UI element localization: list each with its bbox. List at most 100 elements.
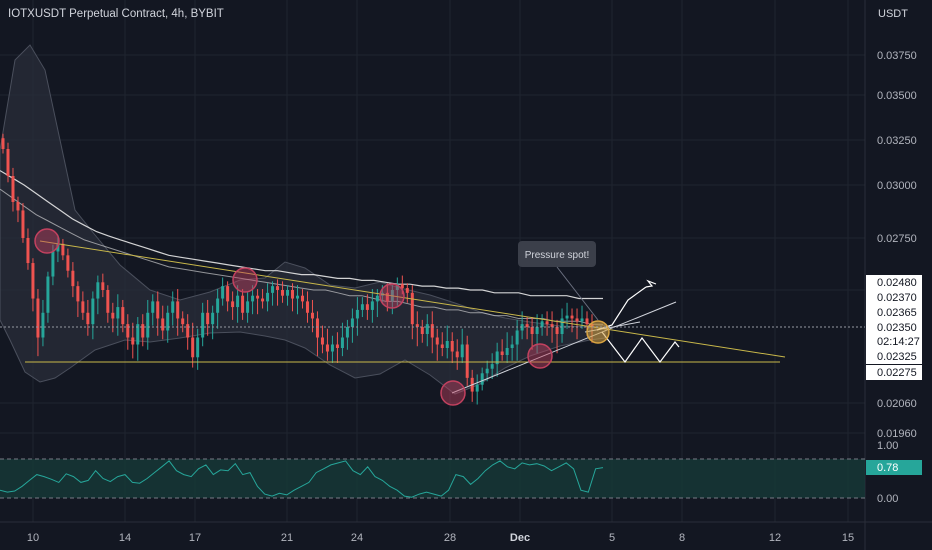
candle xyxy=(286,285,290,306)
candle xyxy=(495,342,499,377)
candle-body xyxy=(490,364,494,369)
candle xyxy=(475,374,479,405)
price-label: 0.02370 xyxy=(877,292,917,304)
candle-body xyxy=(206,312,210,325)
candle-body xyxy=(211,312,215,325)
candle xyxy=(415,311,419,347)
y-tick-label: 0.03750 xyxy=(877,50,917,62)
candle xyxy=(56,234,60,263)
candle-body xyxy=(495,351,499,365)
candle xyxy=(36,289,40,357)
candle-body xyxy=(286,290,290,296)
pressure-callout: Pressure spot! xyxy=(518,241,599,321)
candle-body xyxy=(480,373,484,385)
pressure-circle xyxy=(586,320,610,344)
candle-body xyxy=(151,301,155,313)
candle-body xyxy=(51,251,55,277)
candle-body xyxy=(216,298,220,313)
candle-body xyxy=(176,301,180,319)
candle xyxy=(21,203,25,243)
candle-body xyxy=(340,337,344,348)
candle-body xyxy=(81,301,85,313)
candle-body xyxy=(360,304,364,310)
candle-body xyxy=(580,318,584,322)
candle xyxy=(211,305,215,340)
x-tick-label: 28 xyxy=(444,532,456,544)
candle xyxy=(540,314,544,336)
candle xyxy=(41,299,45,347)
candle xyxy=(201,302,205,347)
candle xyxy=(31,258,35,312)
candle-body xyxy=(221,286,225,299)
candle xyxy=(570,308,574,333)
candle xyxy=(460,328,464,363)
candle xyxy=(455,339,459,370)
y-tick-label: 0.02060 xyxy=(877,398,917,410)
candle-body xyxy=(141,324,145,338)
candle xyxy=(271,281,275,306)
x-tick-label: 21 xyxy=(281,532,293,544)
candle-body xyxy=(276,286,280,290)
candle xyxy=(410,285,414,340)
candle-body xyxy=(136,324,140,345)
candle xyxy=(480,367,484,391)
candle-body xyxy=(405,288,409,293)
candle-body xyxy=(575,318,579,322)
candle xyxy=(126,314,130,350)
rsi-current-box xyxy=(866,460,922,475)
candle-body xyxy=(241,295,245,313)
candle-body xyxy=(226,286,230,302)
candle-body xyxy=(256,295,260,299)
candle xyxy=(61,238,65,261)
candle xyxy=(565,302,569,329)
candle-body xyxy=(161,318,165,331)
candle-body xyxy=(375,295,379,302)
candle xyxy=(490,353,494,379)
candle-body xyxy=(475,384,479,392)
highlight-circle xyxy=(379,283,405,309)
countdown-label: 02:14:27 xyxy=(877,336,920,348)
candle xyxy=(141,314,145,347)
y-tick-label: 0.03500 xyxy=(877,90,917,102)
candle xyxy=(450,332,454,363)
candle xyxy=(440,332,444,357)
candle xyxy=(291,283,295,312)
candle xyxy=(330,335,334,363)
candle xyxy=(46,271,50,323)
rsi-current-label: 0.78 xyxy=(877,462,898,474)
candle-body xyxy=(191,337,195,358)
candle-body xyxy=(91,298,95,325)
candle-body xyxy=(345,327,349,338)
candle xyxy=(345,319,349,350)
candle xyxy=(26,228,30,270)
callout-text: Pressure spot! xyxy=(525,250,589,261)
current-price-label: 0.02350 xyxy=(877,322,917,334)
price-label: 0.02480 xyxy=(877,277,917,289)
candle xyxy=(136,317,140,361)
candle xyxy=(276,279,280,306)
candle xyxy=(66,248,70,278)
candle-body xyxy=(335,344,339,348)
candle-body xyxy=(365,304,369,310)
moving-average-2 xyxy=(0,188,603,325)
candle-body xyxy=(281,290,285,296)
x-tick-label: 5 xyxy=(609,532,615,544)
candle-body xyxy=(66,255,70,271)
rsi-band xyxy=(0,459,865,498)
candle xyxy=(181,311,185,333)
candle xyxy=(560,308,564,343)
candle xyxy=(216,289,220,329)
candle-body xyxy=(435,337,439,345)
candle-body xyxy=(550,324,554,327)
candle-body xyxy=(36,298,40,338)
price-label-box xyxy=(866,275,922,290)
price-label-box xyxy=(866,365,922,380)
price-label: 0.02325 xyxy=(877,351,917,363)
candle-body xyxy=(231,301,235,308)
candle xyxy=(16,196,20,223)
candle xyxy=(500,339,504,361)
candle xyxy=(131,322,135,359)
candle-body xyxy=(515,330,519,345)
candle xyxy=(191,322,195,368)
